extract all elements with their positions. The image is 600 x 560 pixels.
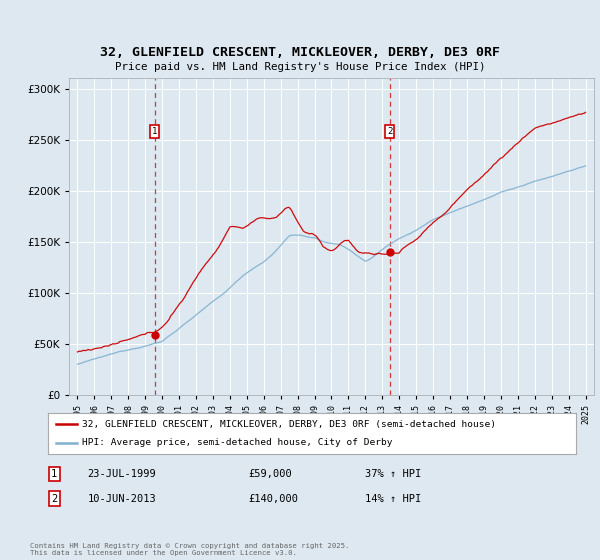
Text: 37% ↑ HPI: 37% ↑ HPI xyxy=(365,469,421,479)
Text: HPI: Average price, semi-detached house, City of Derby: HPI: Average price, semi-detached house,… xyxy=(82,438,393,447)
Text: 2: 2 xyxy=(51,493,58,503)
Text: 14% ↑ HPI: 14% ↑ HPI xyxy=(365,493,421,503)
Text: 23-JUL-1999: 23-JUL-1999 xyxy=(88,469,157,479)
Text: 32, GLENFIELD CRESCENT, MICKLEOVER, DERBY, DE3 0RF: 32, GLENFIELD CRESCENT, MICKLEOVER, DERB… xyxy=(100,46,500,59)
Text: 2: 2 xyxy=(387,127,392,136)
Text: £140,000: £140,000 xyxy=(248,493,299,503)
Text: 32, GLENFIELD CRESCENT, MICKLEOVER, DERBY, DE3 0RF (semi-detached house): 32, GLENFIELD CRESCENT, MICKLEOVER, DERB… xyxy=(82,419,496,428)
Text: 1: 1 xyxy=(152,127,157,136)
Text: Price paid vs. HM Land Registry's House Price Index (HPI): Price paid vs. HM Land Registry's House … xyxy=(115,62,485,72)
Text: 10-JUN-2013: 10-JUN-2013 xyxy=(88,493,157,503)
Text: Contains HM Land Registry data © Crown copyright and database right 2025.
This d: Contains HM Land Registry data © Crown c… xyxy=(30,543,349,556)
Text: 1: 1 xyxy=(51,469,58,479)
Text: £59,000: £59,000 xyxy=(248,469,292,479)
